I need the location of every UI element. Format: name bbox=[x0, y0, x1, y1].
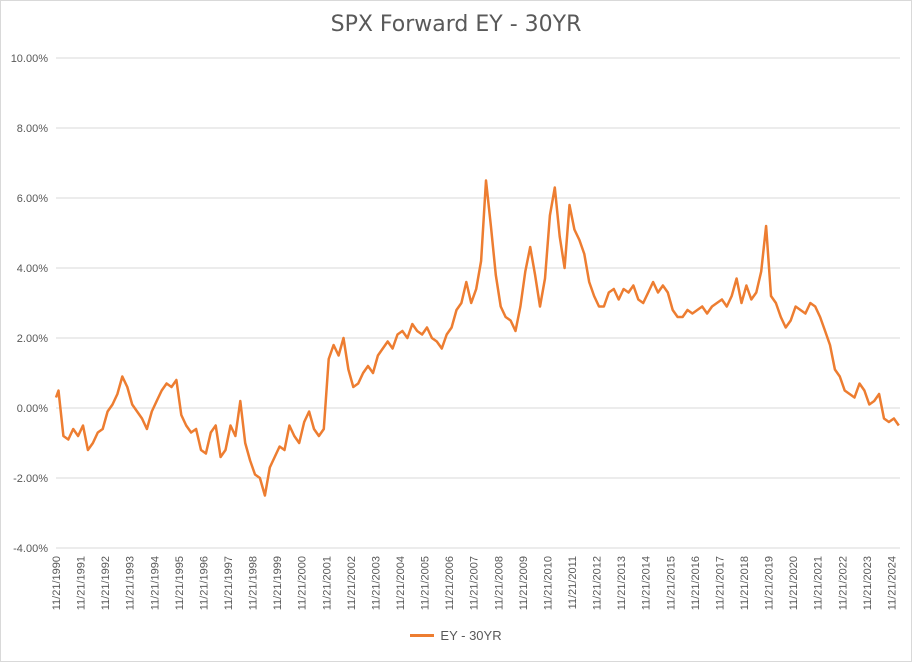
legend-label: EY - 30YR bbox=[440, 628, 502, 643]
series-layer bbox=[54, 179, 900, 497]
chart-title: SPX Forward EY - 30YR bbox=[330, 12, 582, 37]
x-tick-label: 11/21/2022 bbox=[837, 556, 849, 610]
x-tick-label: 11/21/2010 bbox=[542, 556, 554, 610]
x-tick-label: 11/21/1992 bbox=[100, 556, 112, 610]
x-tick-label: 11/21/2009 bbox=[518, 556, 530, 610]
y-tick-label: 0.00% bbox=[17, 403, 48, 415]
x-tick-label: 11/21/2017 bbox=[714, 556, 726, 610]
y-tick-label: 4.00% bbox=[17, 263, 48, 275]
x-tick-label: 11/21/2001 bbox=[321, 556, 333, 610]
y-tick-label: 6.00% bbox=[17, 193, 48, 205]
y-tick-label: -2.00% bbox=[13, 473, 48, 485]
x-tick-label: 11/21/1990 bbox=[51, 556, 63, 610]
legend: EY - 30YR bbox=[0, 628, 912, 643]
x-tick-label: 11/21/2007 bbox=[469, 556, 481, 610]
x-tick-label: 11/21/2012 bbox=[592, 556, 604, 610]
x-tick-label: 11/21/2014 bbox=[641, 556, 653, 610]
x-tick-label: 11/21/1993 bbox=[125, 556, 137, 610]
legend-swatch bbox=[410, 634, 435, 637]
x-tick-label: 11/21/2008 bbox=[493, 556, 505, 610]
gridlines bbox=[56, 57, 900, 549]
x-tick-label: 11/21/2018 bbox=[739, 556, 751, 610]
x-tick-label: 11/21/2003 bbox=[370, 556, 382, 610]
x-tick-label: 11/21/2019 bbox=[764, 556, 776, 610]
x-tick-label: 11/21/2004 bbox=[395, 556, 407, 610]
x-tick-label: 11/21/1995 bbox=[174, 556, 186, 610]
x-tick-label: 11/21/1996 bbox=[198, 556, 210, 610]
x-tick-label: 11/21/2005 bbox=[420, 556, 432, 610]
x-tick-label: 11/21/2006 bbox=[444, 556, 456, 610]
x-tick-label: 11/21/2011 bbox=[567, 556, 579, 609]
series-line bbox=[54, 179, 900, 497]
x-tick-label: 11/21/1994 bbox=[149, 556, 161, 610]
x-tick-label: 11/21/2002 bbox=[346, 556, 358, 610]
x-tick-label: 11/21/2020 bbox=[788, 556, 800, 610]
y-tick-label: 8.00% bbox=[17, 123, 48, 135]
x-tick-label: 11/21/1999 bbox=[272, 556, 284, 610]
y-axis-ticks: 10.00% 8.00% 6.00% 4.00% 2.00% 0.00% -2.00% -4.… bbox=[11, 53, 49, 555]
y-tick-label: -4.00% bbox=[13, 543, 48, 555]
x-tick-label: 11/21/2024 bbox=[886, 556, 898, 610]
x-tick-label: 11/21/2021 bbox=[813, 556, 825, 610]
x-axis-ticks: 11/21/1990 11/21/1991 11/21/1992 11/21/1993… bbox=[51, 556, 898, 610]
y-tick-label: 2.00% bbox=[17, 333, 48, 345]
x-tick-label: 11/21/2013 bbox=[616, 556, 628, 610]
x-tick-label: 11/21/2023 bbox=[862, 556, 874, 610]
x-tick-label: 11/21/2016 bbox=[690, 556, 702, 610]
x-tick-label: 11/21/2015 bbox=[665, 556, 677, 610]
x-tick-label: 11/21/2000 bbox=[297, 556, 309, 610]
x-tick-label: 11/21/1991 bbox=[76, 556, 88, 610]
y-tick-label: 10.00% bbox=[11, 53, 49, 65]
x-tick-label: 11/21/1997 bbox=[223, 556, 235, 610]
x-tick-label: 11/21/1998 bbox=[248, 556, 260, 610]
